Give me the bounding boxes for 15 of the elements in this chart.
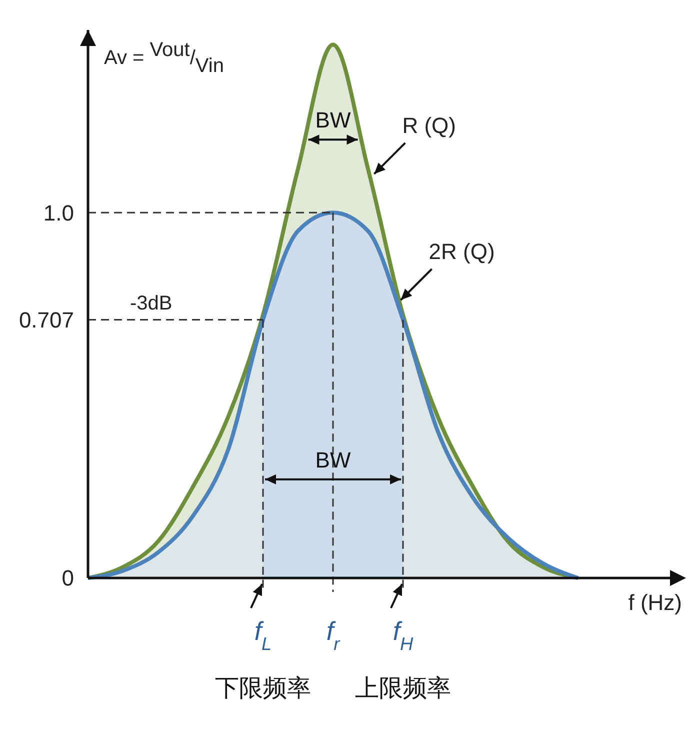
x-tick-label: f$_{H}$ [392, 616, 414, 654]
legend-label: R (Q) [402, 112, 456, 138]
annotation: BW [315, 108, 351, 133]
y-tick-label: 0.707 [18, 307, 74, 332]
y-tick-label: 0 [62, 566, 74, 591]
x-tick-label: f$_{L}$ [254, 616, 272, 654]
y-axis-title: Av = Vout/Vin [104, 39, 224, 77]
x-tick-label: f$_{r}$ [326, 616, 341, 654]
x-axis-title: f (Hz) [628, 590, 682, 615]
ref-line-label: -3dB [130, 292, 172, 315]
series-label: 2R (Q) [428, 239, 495, 264]
text: 上限频率 [355, 675, 451, 702]
y-tick-label: 1.0 [43, 200, 74, 226]
text: 下限频率 [215, 675, 311, 702]
annotation: BW [315, 447, 351, 472]
